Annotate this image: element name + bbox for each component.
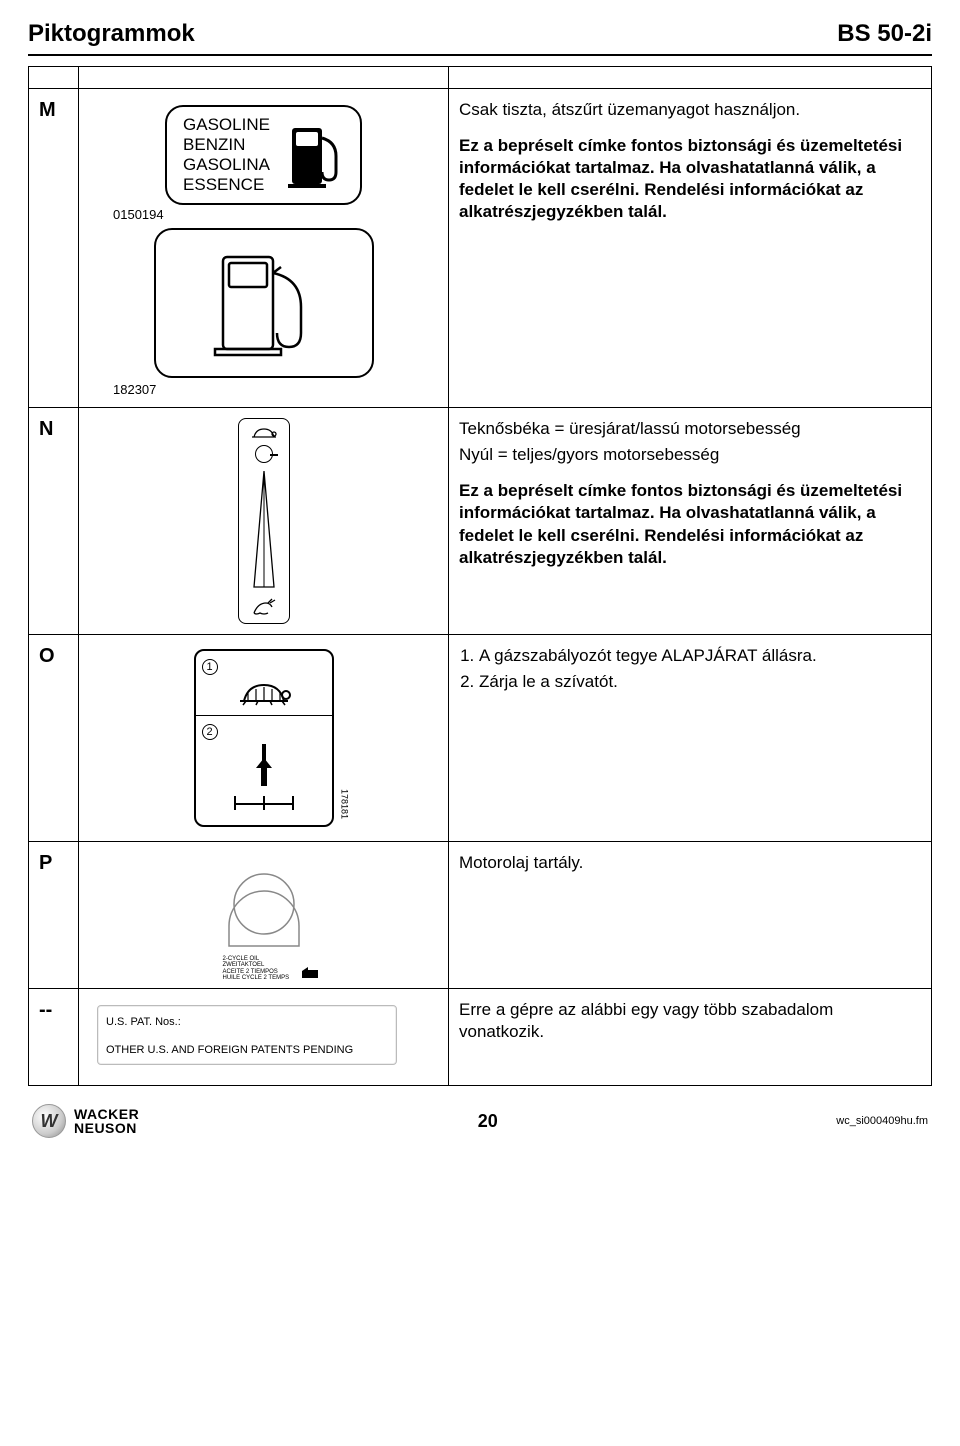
patent-label-icon: U.S. PAT. Nos.: OTHER U.S. AND FOREIGN P… bbox=[97, 1005, 397, 1065]
pictogram-cell: U.S. PAT. Nos.: OTHER U.S. AND FOREIGN P… bbox=[79, 989, 449, 1086]
throttle-strip-icon bbox=[238, 418, 290, 624]
description-cell: Motorolaj tartály. bbox=[449, 842, 932, 989]
arrow-up-icon bbox=[202, 756, 326, 794]
table-row: -- U.S. PAT. Nos.: OTHER U.S. AND FOREIG… bbox=[29, 989, 932, 1086]
part-id: 182307 bbox=[113, 382, 438, 397]
patent-line: OTHER U.S. AND FOREIGN PATENTS PENDING bbox=[106, 1044, 388, 1056]
oil-label-text: 2-CYCLE OIL ZWEITAKTOEL ACEITE 2 TIEMPOS… bbox=[223, 956, 290, 981]
pictogram-cell: 1 2 bbox=[79, 635, 449, 842]
page-footer: W WACKER NEUSON 20 wc_si000409hu.fm bbox=[28, 1104, 932, 1144]
fuel-pump-outline-icon bbox=[209, 243, 319, 363]
shutdown-procedure-icon: 1 2 bbox=[194, 649, 334, 827]
oil-can-icon bbox=[300, 965, 324, 981]
fuel-pump-outline-box bbox=[154, 228, 374, 378]
w-disc-icon: W bbox=[32, 1104, 66, 1138]
gas-word: ESSENCE bbox=[183, 175, 270, 195]
row-letter: O bbox=[29, 635, 79, 842]
row-letter: -- bbox=[29, 989, 79, 1086]
table-row: N bbox=[29, 408, 932, 635]
desc-bold-text: Ez a bepréselt címke fontos biztonsági é… bbox=[459, 135, 921, 223]
page-number: 20 bbox=[478, 1111, 498, 1132]
document-id: wc_si000409hu.fm bbox=[836, 1115, 928, 1127]
description-cell: Csak tiszta, átszűrt üzemanyagot használ… bbox=[449, 89, 932, 408]
gas-word: GASOLINA bbox=[183, 155, 270, 175]
gasoline-label-icon: GASOLINE BENZIN GASOLINA ESSENCE bbox=[165, 105, 362, 205]
pictogram-cell bbox=[79, 408, 449, 635]
header-bar: Piktogrammok BS 50-2i bbox=[28, 20, 932, 56]
row-letter: M bbox=[29, 89, 79, 408]
part-id: 178181 bbox=[340, 789, 350, 819]
rabbit-icon bbox=[250, 597, 278, 617]
row-letter: P bbox=[29, 842, 79, 989]
table-row: O 1 2 bbox=[29, 635, 932, 842]
table-row: M GASOLINE BENZIN GASOLINA ESSENCE bbox=[29, 89, 932, 408]
list-item: A gázszabályozót tegye ALAPJÁRAT állásra… bbox=[479, 645, 921, 667]
desc-bold-text: Ez a bepréselt címke fontos biztonsági é… bbox=[459, 480, 921, 568]
pictogram-cell: 2-CYCLE OIL ZWEITAKTOEL ACEITE 2 TIEMPOS… bbox=[79, 842, 449, 989]
turtle-icon bbox=[234, 677, 294, 709]
pictogram-table: M GASOLINE BENZIN GASOLINA ESSENCE bbox=[28, 66, 932, 1086]
header-right: BS 50-2i bbox=[837, 20, 932, 48]
oil-line: HUILE CYCLE 2 TEMPS bbox=[223, 975, 290, 981]
brand-line: WACKER bbox=[74, 1107, 139, 1122]
step-2-badge: 2 bbox=[202, 724, 218, 740]
desc-text: Motorolaj tartály. bbox=[459, 852, 921, 874]
fuel-pump-filled-icon bbox=[286, 120, 344, 190]
description-cell: Teknősbéka = üresjárat/lassú motorsebess… bbox=[449, 408, 932, 635]
table-row: P 2-CYCLE OIL ZWEITAKTOEL ACEITE 2 TIEMP… bbox=[29, 842, 932, 989]
gauge-triangle-icon bbox=[252, 469, 276, 591]
desc-text: Teknősbéka = üresjárat/lassú motorsebess… bbox=[459, 418, 921, 440]
gas-word: GASOLINE bbox=[183, 115, 270, 135]
brand-line: NEUSON bbox=[74, 1121, 139, 1136]
lever-axis-icon bbox=[234, 794, 294, 812]
gasoline-words: GASOLINE BENZIN GASOLINA ESSENCE bbox=[183, 115, 270, 195]
dial-icon bbox=[255, 445, 273, 463]
oil-tank-tag-icon: 2-CYCLE OIL ZWEITAKTOEL ACEITE 2 TIEMPOS… bbox=[199, 858, 329, 978]
pictogram-cell: GASOLINE BENZIN GASOLINA ESSENCE 0150194 bbox=[79, 89, 449, 408]
brand-text: WACKER NEUSON bbox=[74, 1107, 139, 1136]
gas-word: BENZIN bbox=[183, 135, 270, 155]
page: Piktogrammok BS 50-2i M GASOLINE BENZIN … bbox=[0, 0, 960, 1154]
patent-line: U.S. PAT. Nos.: bbox=[106, 1016, 388, 1028]
list-item: Zárja le a szívatót. bbox=[479, 671, 921, 693]
table-header-spacer bbox=[29, 67, 932, 89]
row-letter: N bbox=[29, 408, 79, 635]
description-cell: A gázszabályozót tegye ALAPJÁRAT állásra… bbox=[449, 635, 932, 842]
desc-text: Nyúl = teljes/gyors motorsebesség bbox=[459, 444, 921, 466]
desc-text: Csak tiszta, átszűrt üzemanyagot használ… bbox=[459, 99, 921, 121]
turtle-icon bbox=[250, 425, 278, 441]
part-id: 0150194 bbox=[113, 207, 438, 222]
step-1-badge: 1 bbox=[202, 659, 218, 675]
step-list: A gázszabályozót tegye ALAPJÁRAT állásra… bbox=[459, 645, 921, 693]
header-left: Piktogrammok bbox=[28, 20, 195, 48]
description-cell: Erre a gépre az alábbi egy vagy több sza… bbox=[449, 989, 932, 1086]
desc-text: Erre a gépre az alábbi egy vagy több sza… bbox=[459, 999, 921, 1043]
brand-logo: W WACKER NEUSON bbox=[32, 1104, 139, 1138]
